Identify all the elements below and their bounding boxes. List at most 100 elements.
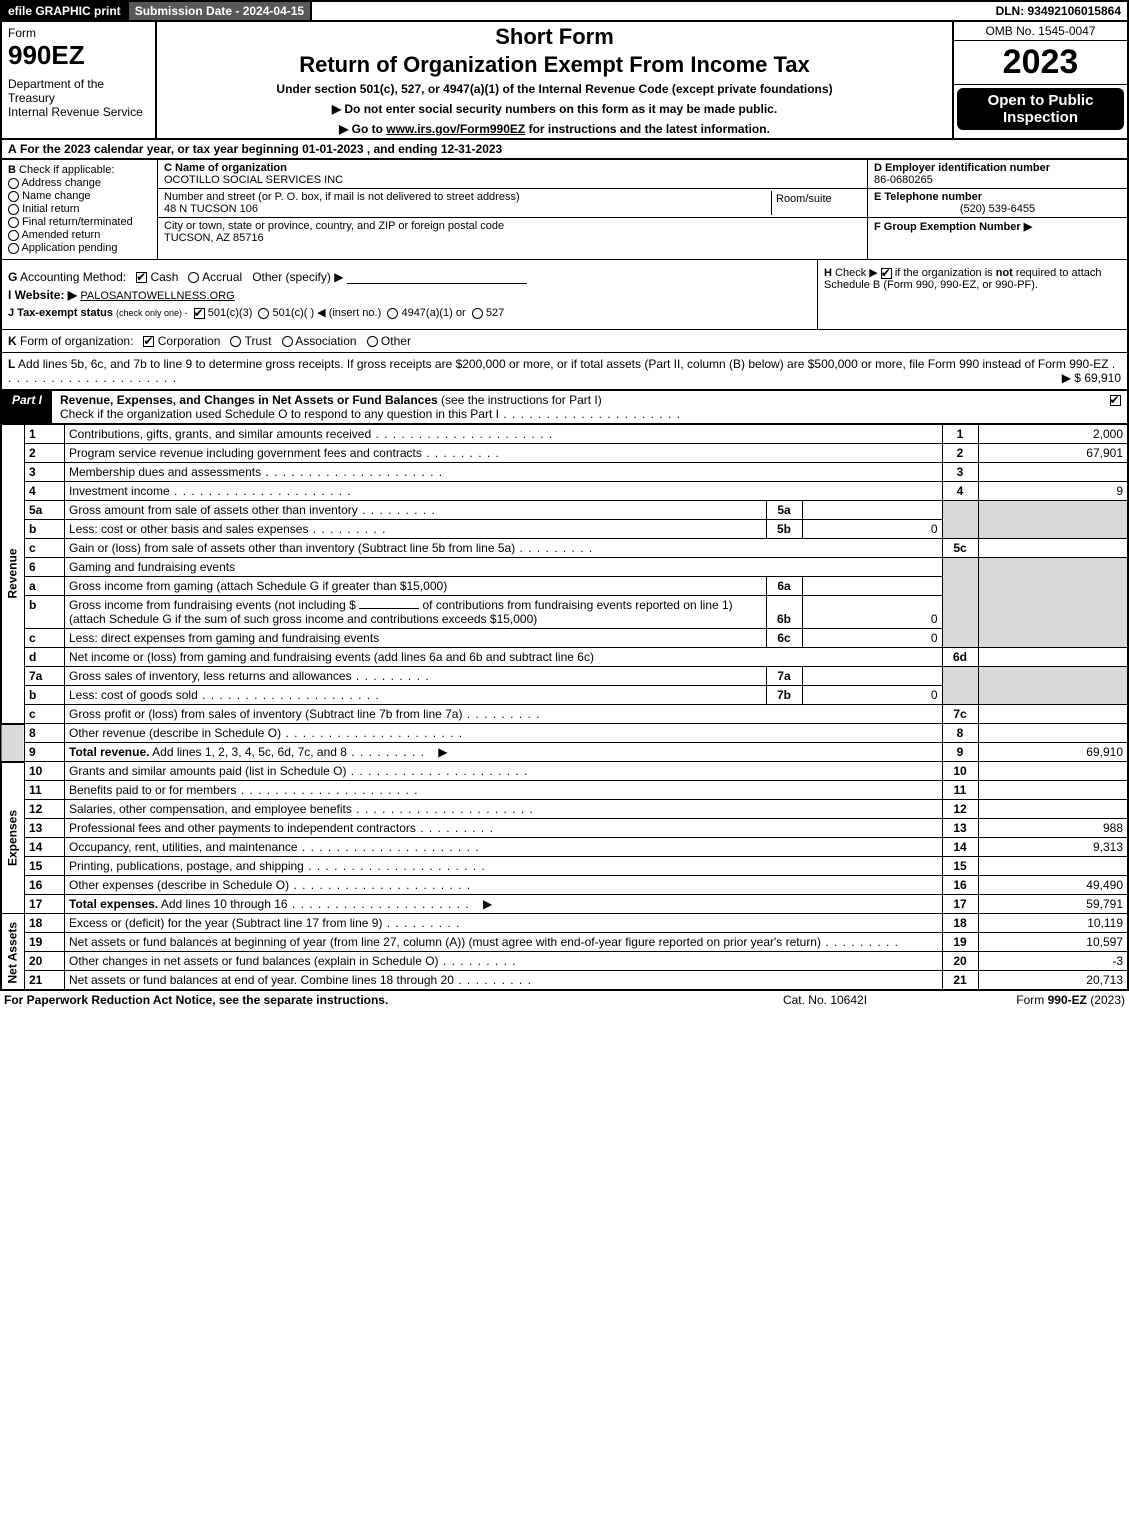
line-amt [978, 762, 1128, 781]
chk-amended-return-label: Amended return [21, 229, 100, 241]
side-expenses: Expenses [1, 762, 25, 914]
sub-ref: 7b [766, 686, 802, 705]
chk-schedule-b[interactable] [881, 268, 892, 279]
table-row: 12 Salaries, other compensation, and emp… [1, 800, 1128, 819]
chk-501c3[interactable] [194, 308, 205, 319]
bullet-ssn: ▶ Do not enter social security numbers o… [163, 102, 946, 116]
chk-trust[interactable] [230, 336, 241, 347]
line-num: 10 [25, 762, 65, 781]
part-i-title-text: Revenue, Expenses, and Changes in Net As… [60, 393, 438, 407]
chk-address-change[interactable]: Address change [8, 177, 151, 189]
chk-501c[interactable] [258, 308, 269, 319]
line-desc: Net assets or fund balances at beginning… [65, 933, 943, 952]
line-desc: Gross income from gaming (attach Schedul… [65, 577, 767, 596]
f-hd: F Group Exemption Number ▶ [874, 221, 1032, 233]
form-word: Form [8, 26, 149, 40]
line-desc: Total revenue. Add lines 1, 2, 3, 4, 5c,… [65, 743, 943, 762]
line-ref: 2 [942, 444, 978, 463]
part-i-dots [499, 407, 681, 421]
table-row: 8 Other revenue (describe in Schedule O)… [1, 724, 1128, 743]
table-row: 14 Occupancy, rent, utilities, and maint… [1, 838, 1128, 857]
line-ref: 19 [942, 933, 978, 952]
line-ref: 16 [942, 876, 978, 895]
c-street-hd: Number and street (or P. O. box, if mail… [164, 191, 771, 203]
row-gh: G Accounting Method: Cash Accrual Other … [0, 259, 1129, 329]
part-i-tab: Part I [2, 391, 52, 423]
line-num: 7a [25, 667, 65, 686]
line-amt: 67,901 [978, 444, 1128, 463]
line-ref: 4 [942, 482, 978, 501]
line-num: 6 [25, 558, 65, 577]
bullet-goto: ▶ Go to www.irs.gov/Form990EZ for instru… [163, 122, 946, 136]
line-ref: 20 [942, 952, 978, 971]
row-k: K Form of organization: Corporation Trus… [0, 329, 1129, 352]
line-desc: Other expenses (describe in Schedule O) [65, 876, 943, 895]
chk-name-change[interactable]: Name change [8, 190, 151, 202]
line-amt [978, 781, 1128, 800]
efile-button[interactable]: efile GRAPHIC print [2, 2, 129, 20]
line-num: 14 [25, 838, 65, 857]
chk-initial-return[interactable]: Initial return [8, 203, 151, 215]
chk-corporation[interactable] [143, 336, 154, 347]
sub-amt [802, 667, 942, 686]
line-desc: Investment income [65, 482, 943, 501]
line-desc: Other revenue (describe in Schedule O) [65, 724, 943, 743]
col-c: C Name of organization OCOTILLO SOCIAL S… [157, 160, 867, 259]
line-desc: Contributions, gifts, grants, and simila… [65, 424, 943, 444]
line-amt [978, 463, 1128, 482]
line-desc-text: Investment income [69, 484, 170, 498]
chk-application-pending[interactable]: Application pending [8, 242, 151, 254]
line-amt: 10,119 [978, 914, 1128, 933]
chk-cash[interactable] [136, 272, 147, 283]
line-amt [978, 539, 1128, 558]
line-num: 5a [25, 501, 65, 520]
org-street: 48 N TUCSON 106 [164, 203, 771, 215]
line-desc-text: Net assets or fund balances at beginning… [69, 935, 821, 949]
footer-right: Form 990-EZ (2023) [925, 993, 1125, 1007]
block-e: E Telephone number (520) 539-6455 [868, 189, 1127, 218]
chk-accrual[interactable] [188, 272, 199, 283]
row-a-label: A [8, 142, 17, 156]
line-desc-text: Benefits paid to or for members [69, 783, 236, 797]
chk-association[interactable] [282, 336, 293, 347]
sub-ref: 6a [766, 577, 802, 596]
line-desc-text: Other expenses (describe in Schedule O) [69, 878, 289, 892]
chk-other[interactable] [367, 336, 378, 347]
line-ref: 17 [942, 895, 978, 914]
chk-amended-return[interactable]: Amended return [8, 229, 151, 241]
line-ref: 11 [942, 781, 978, 800]
chk-4947[interactable] [387, 308, 398, 319]
line-desc: Grants and similar amounts paid (list in… [65, 762, 943, 781]
sub-amt: 0 [802, 629, 942, 648]
line-num: b [25, 596, 65, 629]
irs-link[interactable]: www.irs.gov/Form990EZ [386, 122, 525, 136]
chk-527[interactable] [472, 308, 483, 319]
line-num: 13 [25, 819, 65, 838]
g-label: G [8, 270, 17, 284]
line-num: c [25, 539, 65, 558]
other-label: Other (specify) ▶ [252, 270, 343, 284]
omb-number: OMB No. 1545-0047 [954, 22, 1127, 41]
footer-r-bold: 990-EZ [1048, 993, 1087, 1007]
submission-date-button[interactable]: Submission Date - 2024-04-15 [129, 2, 312, 20]
line-ref: 6d [942, 648, 978, 667]
other-specify-line[interactable] [347, 272, 527, 284]
header-center: Short Form Return of Organization Exempt… [157, 22, 952, 138]
page-footer: For Paperwork Reduction Act Notice, see … [0, 991, 1129, 1009]
chk-final-return[interactable]: Final return/terminated [8, 216, 151, 228]
line-amt: 10,597 [978, 933, 1128, 952]
line-desc: Excess or (deficit) for the year (Subtra… [65, 914, 943, 933]
line-desc: Net income or (loss) from gaming and fun… [65, 648, 943, 667]
line-desc-text: Less: cost of goods sold [69, 688, 198, 702]
sub-amt: 0 [802, 686, 942, 705]
website-link[interactable]: PALOSANTOWELLNESS.ORG [80, 290, 234, 302]
line-6b-blank[interactable] [359, 608, 419, 609]
h-not: not [996, 267, 1013, 279]
line-ref: 13 [942, 819, 978, 838]
line-amt: 59,791 [978, 895, 1128, 914]
line-num: 21 [25, 971, 65, 991]
table-row: 19 Net assets or fund balances at beginn… [1, 933, 1128, 952]
shade-cell [978, 667, 1128, 705]
chk-schedule-o-part-i[interactable] [1110, 395, 1121, 406]
sub-amt: 0 [802, 596, 942, 629]
